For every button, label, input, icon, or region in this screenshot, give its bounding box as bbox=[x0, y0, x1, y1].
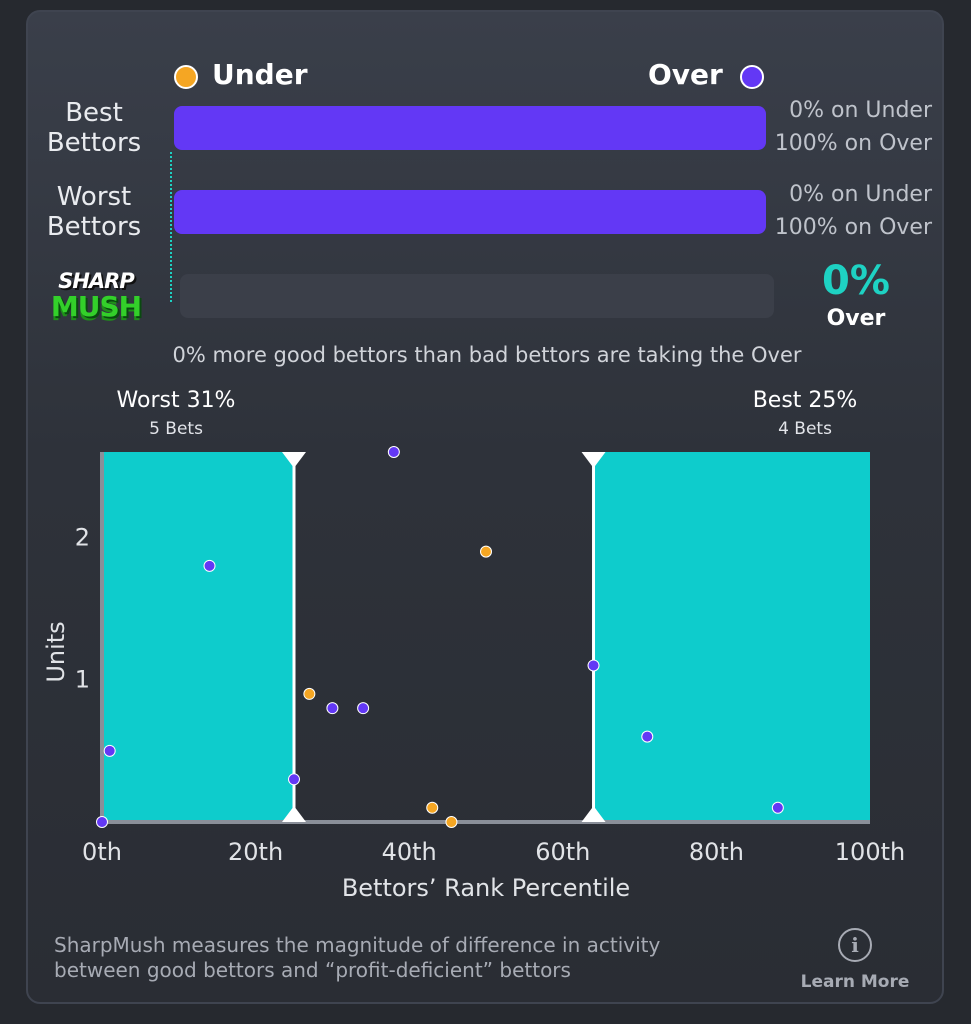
under-legend-dot bbox=[174, 65, 198, 89]
under-bet-point bbox=[445, 816, 458, 828]
x-tick-label: 60th bbox=[535, 838, 590, 866]
over-bet-point bbox=[103, 744, 116, 757]
under-bet-point bbox=[426, 801, 439, 814]
x-axis-title: Bettors’ Rank Percentile bbox=[342, 874, 630, 902]
sharpmush-side: Over bbox=[826, 306, 886, 331]
worst-bettors-percentages: 0% on Under 100% on Over bbox=[774, 182, 932, 240]
x-tick-label: 0th bbox=[82, 838, 122, 866]
best-bettors-percentages: 0% on Under 100% on Over bbox=[774, 98, 932, 156]
best-group-bets: 4 Bets bbox=[778, 419, 832, 439]
over-bet-point bbox=[203, 559, 216, 572]
worst-bettors-bar bbox=[174, 190, 766, 234]
summary-text: 0% more good bettors than bad bettors ar… bbox=[172, 343, 802, 367]
sharpmush-card: Under Over Best Bettors 0% on Under 100% o… bbox=[26, 10, 944, 1004]
best-bettors-bar bbox=[174, 106, 766, 150]
over-bet-point bbox=[357, 702, 370, 715]
sharpmush-logo: SHARP MUSH bbox=[50, 269, 142, 323]
sharpmush-bar bbox=[180, 274, 774, 318]
x-tick-label: 40th bbox=[382, 838, 437, 866]
sharpmush-value: 0% bbox=[822, 258, 890, 304]
over-bet-point bbox=[326, 702, 339, 715]
over-bet-point bbox=[288, 773, 300, 786]
y-tick-label: 2 bbox=[75, 523, 90, 551]
footer-description: SharpMush measures the magnitude of diff… bbox=[54, 933, 661, 982]
worst-shaded-region bbox=[102, 452, 294, 822]
range-handle-top-icon[interactable] bbox=[282, 452, 306, 468]
range-handle-bottom-icon[interactable] bbox=[581, 806, 606, 822]
best-bettors-over-fill bbox=[174, 106, 766, 150]
x-tick-label: 20th bbox=[228, 838, 283, 866]
range-handle-top-icon[interactable] bbox=[581, 452, 606, 468]
best-shaded-region bbox=[593, 452, 870, 822]
over-bet-point bbox=[771, 801, 784, 814]
under-bet-point bbox=[480, 545, 492, 558]
under-legend-label: Under bbox=[212, 58, 308, 91]
over-bet-point bbox=[641, 730, 654, 743]
over-legend-dot bbox=[740, 65, 764, 89]
under-bet-point bbox=[303, 687, 316, 700]
worst-bettors-label: Worst Bettors bbox=[46, 182, 142, 242]
over-bet-point bbox=[387, 446, 400, 458]
x-tick-label: 80th bbox=[689, 838, 744, 866]
info-icon[interactable]: i bbox=[838, 928, 872, 962]
learn-more-link[interactable]: Learn More bbox=[800, 972, 910, 992]
over-bet-point bbox=[96, 816, 108, 828]
rank-scatter-chart: 0th 20th 40th 60th 80th 100th 1 2 Bettors’ Rank … bbox=[42, 446, 905, 902]
over-legend-label: Over bbox=[648, 58, 723, 91]
over-bet-point bbox=[587, 659, 600, 672]
y-axis-title: Units bbox=[42, 621, 70, 682]
range-handle-bottom-icon[interactable] bbox=[282, 806, 306, 822]
worst-group-title: Worst 31% bbox=[116, 388, 236, 413]
best-group-title: Best 25% bbox=[752, 388, 858, 413]
worst-group-bets: 5 Bets bbox=[149, 419, 203, 439]
y-tick-label: 1 bbox=[75, 666, 90, 694]
dotted-connector bbox=[170, 152, 172, 302]
worst-bettors-over-fill bbox=[174, 190, 766, 234]
best-bettors-label: Best Bettors bbox=[46, 98, 142, 158]
x-tick-label: 100th bbox=[835, 838, 905, 866]
